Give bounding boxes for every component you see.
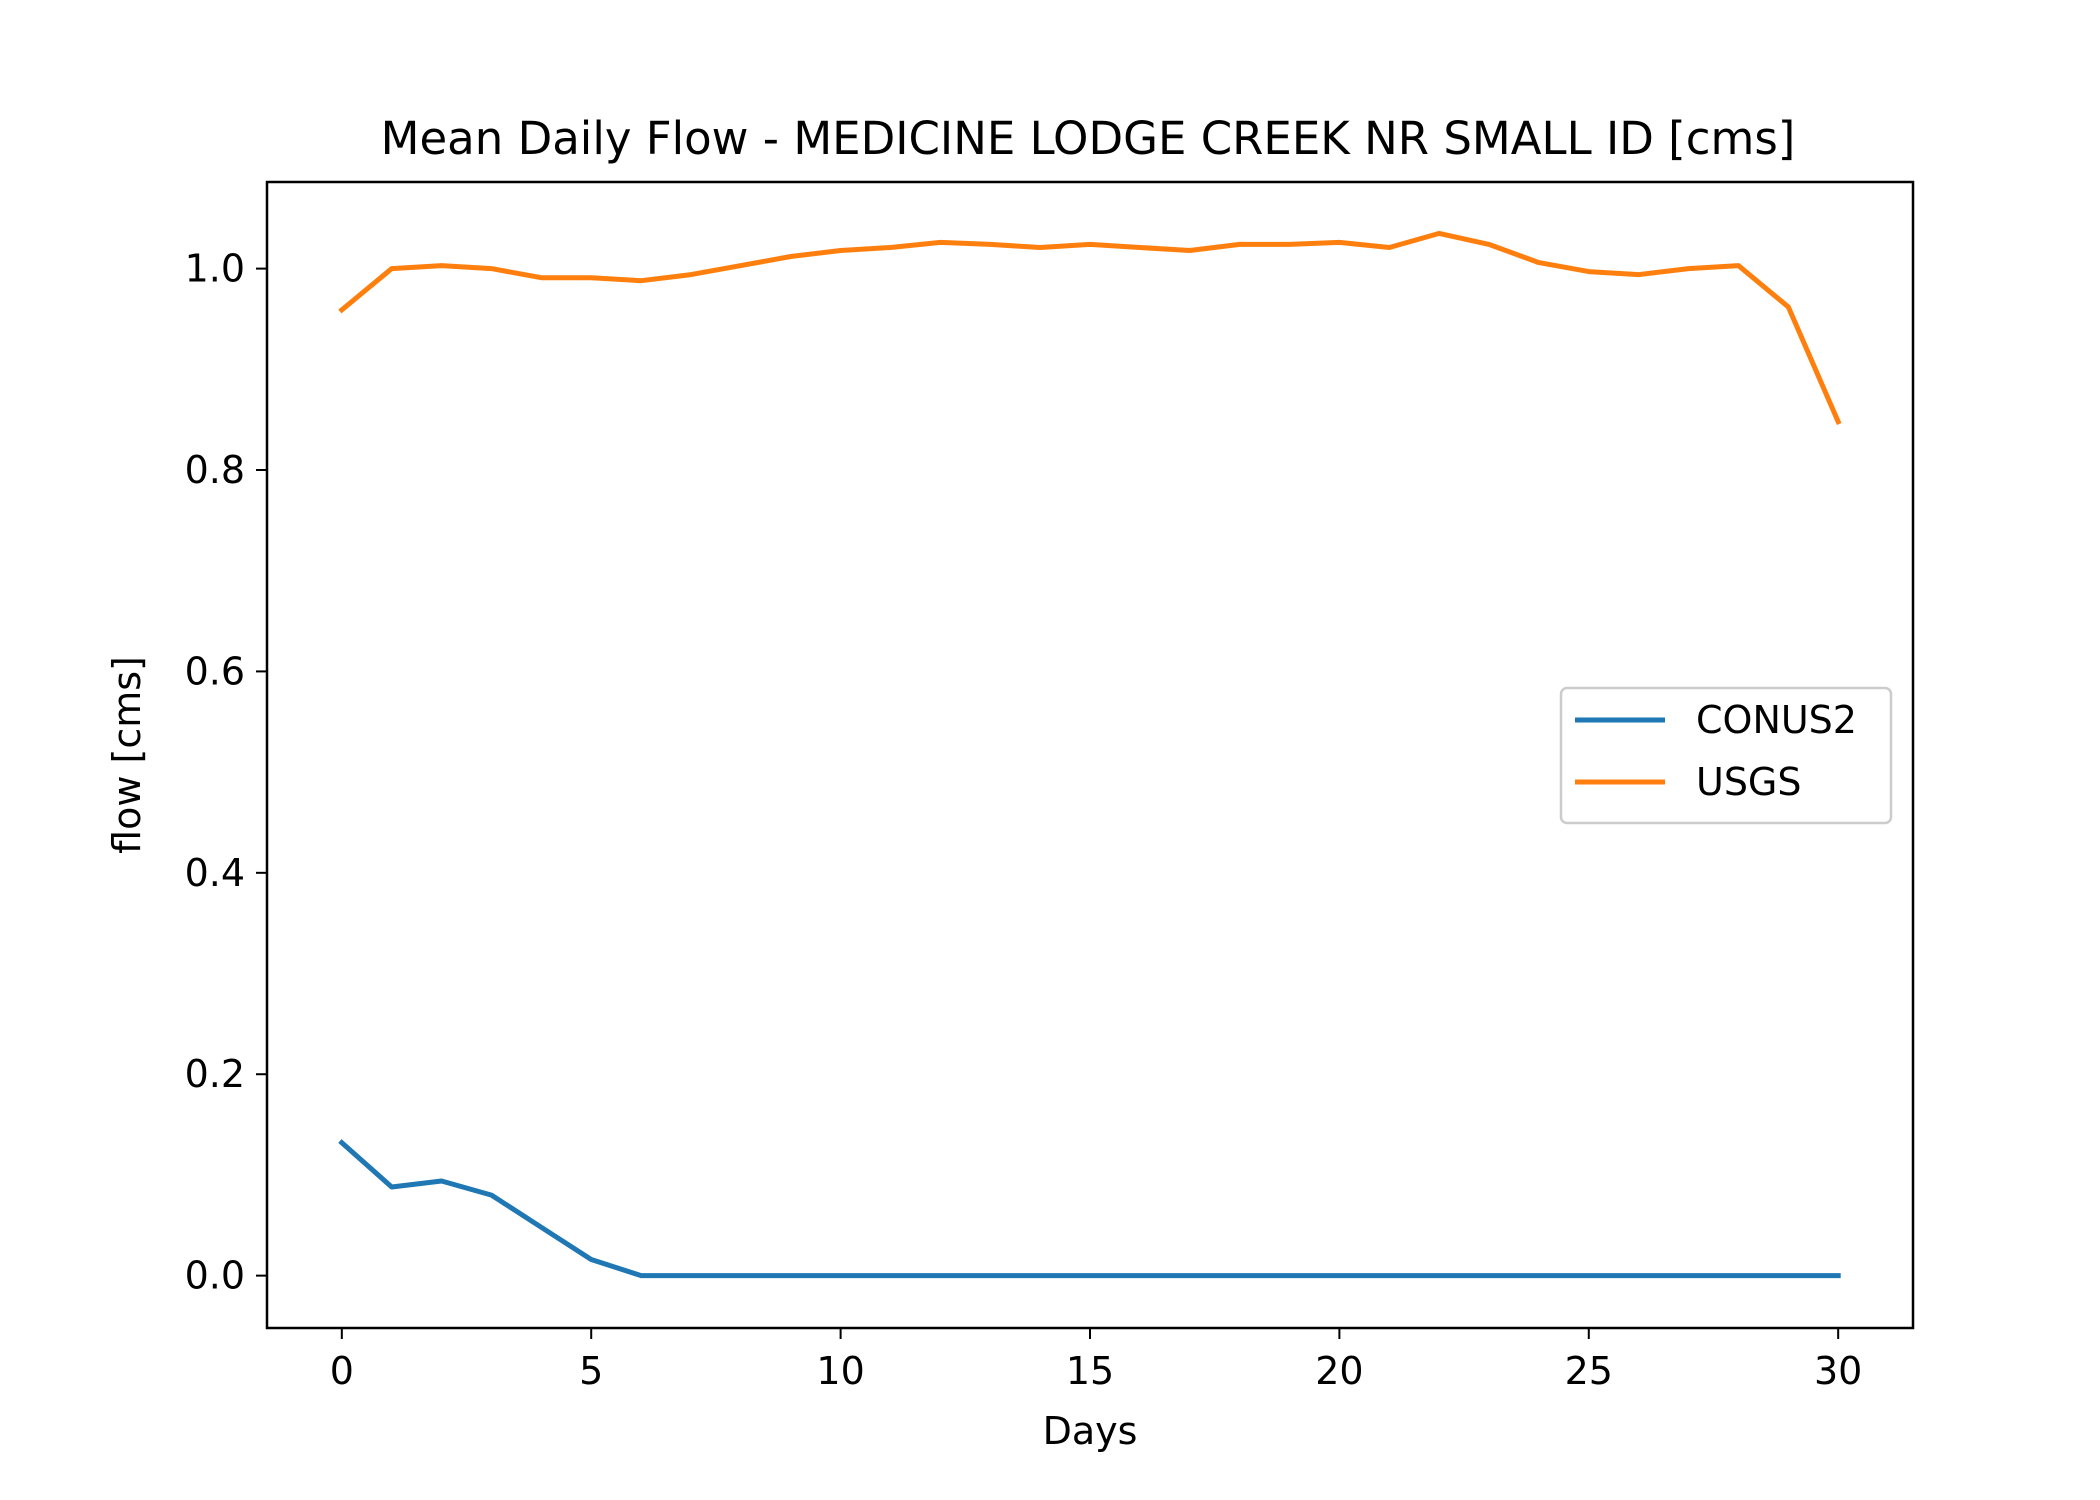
x-tick-label: 5 (579, 1349, 603, 1393)
x-tick-label: 20 (1315, 1349, 1363, 1393)
y-axis: 0.0 0.2 0.4 0.6 0.8 1.0 (185, 247, 267, 1298)
y-tick-label: 0.0 (185, 1254, 245, 1298)
series-line-conus2 (338, 1139, 1841, 1279)
x-tick-label: 15 (1066, 1349, 1114, 1393)
x-axis-label: Days (1043, 1409, 1138, 1453)
series-line-usgs (338, 230, 1842, 425)
chart-title: Mean Daily Flow - MEDICINE LODGE CREEK N… (381, 112, 1796, 165)
y-tick-label: 0.8 (185, 448, 245, 492)
y-tick-label: 1.0 (185, 247, 245, 291)
legend-label-usgs: USGS (1696, 760, 1802, 804)
legend-label-conus2: CONUS2 (1696, 698, 1857, 742)
y-axis-label: flow [cms] (105, 656, 149, 854)
x-tick-label: 25 (1565, 1349, 1613, 1393)
x-tick-label: 0 (330, 1349, 354, 1393)
legend: CONUS2 USGS (1559, 686, 1893, 825)
y-tick-label: 0.6 (185, 649, 245, 693)
y-tick-label: 0.2 (185, 1052, 245, 1096)
x-axis: 0 5 10 15 20 25 30 (330, 1328, 1862, 1393)
x-tick-label: 30 (1814, 1349, 1862, 1393)
series-layer (338, 230, 1842, 1279)
x-tick-label: 10 (816, 1349, 864, 1393)
y-tick-label: 0.4 (185, 851, 245, 895)
